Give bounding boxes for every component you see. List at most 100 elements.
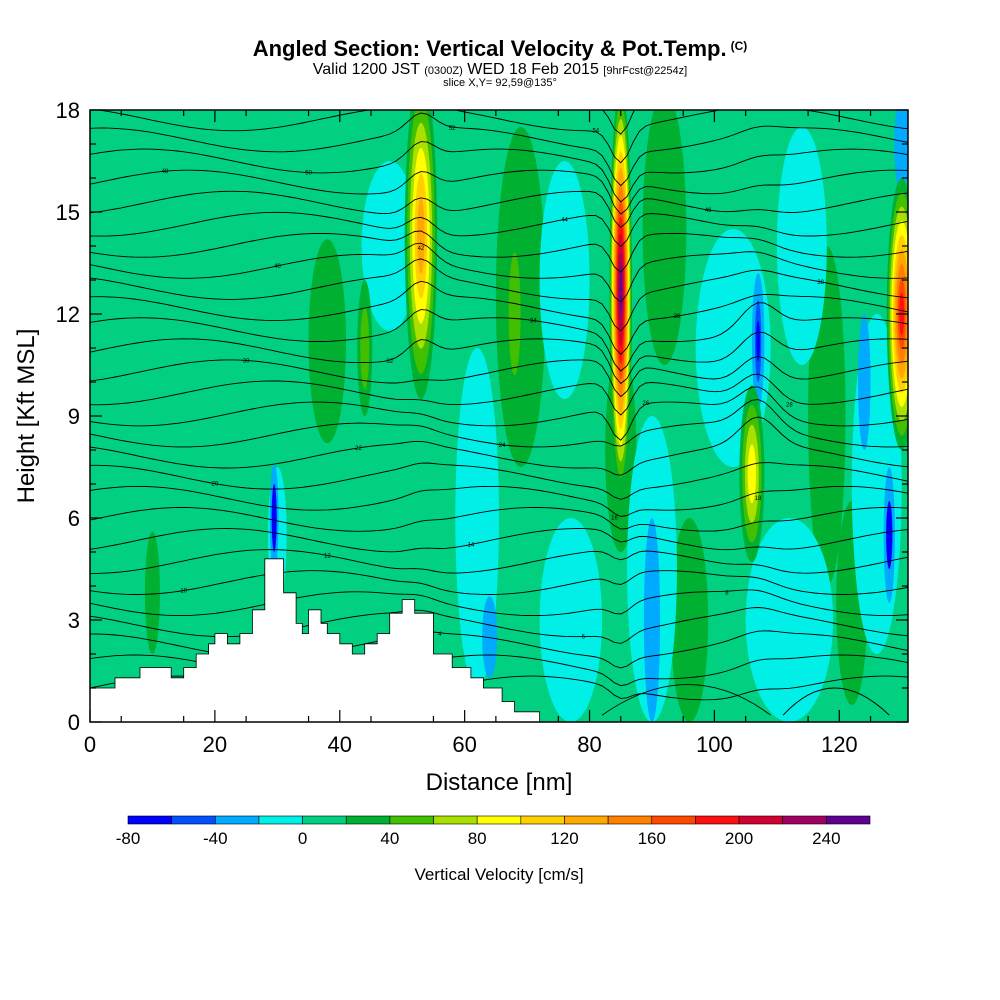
colorbar-swatch (389, 815, 434, 825)
colorbar-label: 240 (812, 829, 840, 848)
colorbar-label: 200 (725, 829, 753, 848)
isentrope-label: 24 (499, 443, 506, 449)
isentrope-label: 52 (449, 126, 456, 132)
isentrope-label: 32 (386, 359, 393, 365)
colorbar-swatch (127, 815, 172, 825)
y-tick-label: 9 (68, 404, 80, 429)
updraft-core (619, 265, 623, 315)
x-tick-label: 20 (203, 732, 227, 757)
isentrope-label: 18 (755, 496, 762, 502)
colorbar: -80 -40 0 40 80 120 160 200 240 (116, 815, 871, 848)
updraft-core (360, 307, 370, 389)
isentrope-label: 40 (274, 264, 281, 270)
downdraft-zone (539, 161, 590, 399)
isentrope-line (90, 570, 908, 595)
isentrope-label: 50 (305, 171, 312, 177)
isentrope-label: 56 (736, 85, 743, 91)
isentrope-line (90, 302, 908, 372)
isentrope-loop (601, 684, 771, 716)
valid-prefix: Valid 1200 JST (312, 61, 420, 78)
velocity-field (90, 110, 908, 722)
isentrope-label: 6 (582, 635, 586, 641)
valid-utc: (0300Z) (424, 65, 463, 77)
isentrope-lines: -224681012141618202224262830323436384042… (90, 85, 908, 716)
y-axis-label: Height [Kft MSL] (13, 329, 40, 504)
colorbar-swatch (214, 815, 260, 825)
colorbar-label: 160 (638, 829, 666, 848)
x-tick-label: 100 (696, 732, 733, 757)
isentrope-line (90, 258, 908, 332)
slice-label: slice X,Y= 92,59@135° (443, 77, 557, 89)
isentrope-label: 4 (438, 632, 442, 638)
x-tick-label: 60 (452, 732, 476, 757)
isentrope-line (90, 141, 908, 203)
isentrope-line (90, 169, 908, 215)
downdraft-zone (745, 518, 834, 722)
updraft-core (508, 252, 521, 376)
colorbar-label: -40 (203, 829, 228, 848)
isentrope-line (90, 242, 908, 303)
colorbar-swatch (826, 815, 871, 825)
updraft-band (642, 110, 687, 365)
y-tick-label: 12 (56, 302, 80, 327)
x-tick-label: 80 (577, 732, 601, 757)
terrain-profile (89, 558, 540, 723)
isentrope-label: 14 (468, 542, 475, 548)
colorbar-label: 0 (298, 829, 307, 848)
isentrope-label: 38 (817, 280, 824, 286)
isentrope-label: 10 (180, 589, 187, 595)
y-tick-label: 18 (56, 98, 80, 123)
terrain (89, 558, 540, 723)
isentrope-label: 30 (243, 358, 250, 364)
title-main: Angled Section: Vertical Velocity & Pot.… (252, 36, 727, 61)
isentrope-line (90, 485, 908, 517)
colorbar-swatch (345, 815, 391, 825)
isentrope-label: 8 (725, 590, 729, 596)
colorbar-swatch (651, 815, 696, 825)
forecast-label: [9hrFcst@2254z] (603, 65, 688, 77)
isentrope-label: 48 (162, 169, 169, 175)
isentrope-line (90, 386, 908, 441)
downdraft-core (756, 320, 761, 362)
colorbar-swatch (607, 815, 653, 825)
colorbar-swatch (258, 815, 303, 825)
colorbar-swatch (302, 815, 347, 825)
isentrope-label: 54 (592, 129, 599, 135)
title-unit: (C) (730, 39, 748, 53)
x-axis-label: Distance [nm] (426, 769, 573, 796)
colorbar-title: Vertical Velocity [cm/s] (414, 865, 583, 884)
y-tick-label: 3 (68, 608, 80, 633)
isentrope-label: 28 (786, 402, 793, 408)
chart-title: Angled Section: Vertical Velocity & Pot.… (0, 36, 1000, 62)
isentrope-line (90, 356, 908, 398)
isentrope-line (90, 462, 908, 500)
isentrope-label: 12 (324, 553, 331, 559)
isentrope-label: 16 (611, 516, 618, 522)
colorbar-label: 120 (550, 829, 578, 848)
isentrope-line (90, 331, 908, 385)
isentrope-label: 34 (530, 318, 537, 324)
colorbar-label: 40 (380, 829, 399, 848)
colorbar-swatch (520, 815, 565, 825)
downdraft-core (886, 501, 893, 569)
isentrope-line (90, 373, 908, 416)
isentrope-line (90, 416, 908, 476)
updraft-core (417, 198, 425, 274)
isentrope-label: 42 (418, 246, 425, 252)
isentrope-label: 44 (561, 217, 568, 223)
downdraft-zone (776, 127, 827, 365)
downdraft-core (482, 596, 498, 678)
isentrope-label: 20 (212, 482, 219, 488)
isentrope-line (95, 110, 908, 164)
x-tick-label: 120 (821, 732, 858, 757)
colorbar-swatch (433, 815, 478, 825)
isentrope-line (90, 399, 908, 448)
x-tick-label: 0 (84, 732, 96, 757)
colorbar-label: -80 (116, 829, 141, 848)
chart-subtitle: Valid 1200 JST (0300Z) WED 18 Feb 2015 [… (0, 61, 1000, 79)
y-tick-label: 6 (68, 506, 80, 531)
isentrope-line (90, 112, 908, 187)
updraft-band (144, 531, 160, 654)
